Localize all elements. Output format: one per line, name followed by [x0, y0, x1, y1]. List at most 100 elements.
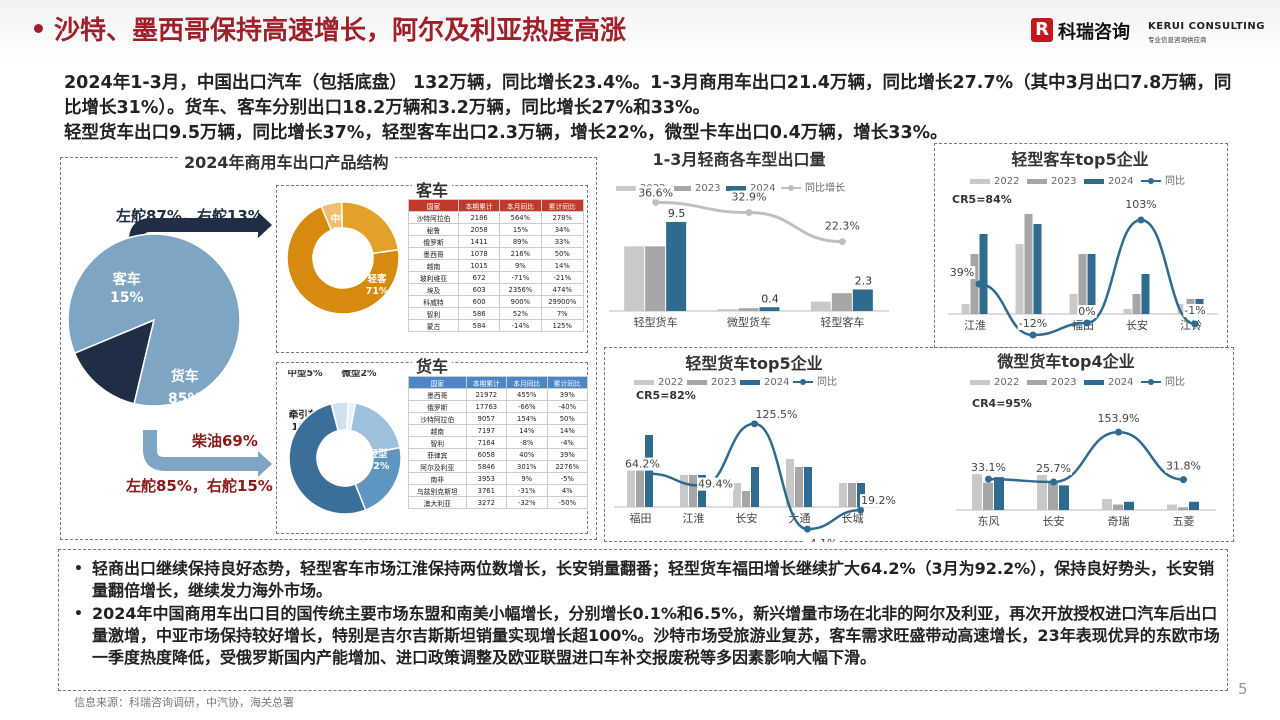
table-cell: 6058 — [465, 448, 508, 461]
bar — [759, 307, 780, 311]
growth-point — [1180, 476, 1187, 484]
table-cell: 2276% — [546, 460, 588, 473]
table-cell: 1015 — [457, 259, 501, 272]
table-cell: 278% — [540, 211, 585, 224]
table-header-cell: 累计同比 — [546, 376, 588, 389]
table-cell: 15% — [499, 223, 542, 236]
legend-label: 2022 — [994, 377, 1019, 388]
source-note: 信息来源：科瑞咨询调研，中汽协，海关总署 — [74, 696, 294, 709]
table-cell: 越南 — [408, 259, 459, 272]
table-row: 科威特 600 900% 29900% — [408, 295, 585, 308]
conclusion-panel — [58, 549, 1228, 691]
bar — [733, 483, 741, 507]
table-row: 蒙古 584 -14% 125% — [408, 319, 585, 332]
table-cell: 564% — [499, 211, 542, 224]
x-tick-label: 大通 — [789, 511, 811, 525]
legend-label: 2023 — [711, 377, 736, 388]
slice-label-line: 轻客 — [367, 273, 387, 285]
table-cell: 900% — [499, 295, 542, 308]
pie-slice — [340, 201, 400, 255]
pie-slice — [288, 402, 367, 515]
growth-label-bg — [1077, 305, 1097, 318]
bar — [1167, 504, 1177, 510]
bar — [680, 475, 688, 507]
growth-point — [1083, 319, 1091, 327]
growth-point — [1029, 331, 1037, 339]
legend-label: 2023 — [695, 183, 720, 194]
legend-marker — [788, 185, 794, 191]
bus-country-table: 国家 本期累计 本月同比 累计同比 沙特阿拉伯 2186 564% 278% 秘鲁 2058 15%… — [408, 199, 585, 332]
bus-slice-label: 客车 15% — [110, 271, 144, 307]
table-cell: 474% — [540, 283, 585, 296]
growth-label-bg — [823, 219, 861, 233]
pie-slice — [349, 402, 401, 454]
table-cell: 7197 — [465, 424, 508, 437]
summary-text: 2024年1-3月，中国出口汽车（包括底盘） 132万辆，同比增长23.4%。1… — [64, 71, 1234, 146]
growth-label: -12% — [1019, 317, 1047, 330]
logo-name: 科瑞咨询 — [1058, 22, 1130, 43]
bar — [1069, 294, 1078, 314]
table-row: 墨西哥 1078 216% 50% — [408, 247, 585, 260]
bar — [848, 483, 856, 507]
growth-label-bg — [697, 477, 734, 491]
growth-label-bg — [1035, 462, 1072, 476]
table-cell: 澳大利亚 — [408, 496, 467, 509]
table-cell: 菲律宾 — [408, 448, 467, 461]
bullet-text: 2024年中国商用车出口目的国传统主要市场东盟和南美小幅增长，分别增长0.1%和… — [92, 604, 1220, 667]
table-cell: 智利 — [408, 307, 459, 320]
slice-label-line: 轻型 — [368, 448, 388, 460]
table-cell: 1411 — [457, 235, 501, 248]
bar — [970, 254, 979, 314]
bar — [1033, 224, 1042, 314]
x-tick-label: 轻型客车 — [820, 315, 864, 329]
table-cell: -71% — [499, 271, 542, 284]
growth-label: 49.4% — [698, 478, 733, 491]
table-cell: 玻利维亚 — [408, 271, 459, 284]
bar — [1015, 244, 1024, 314]
growth-label: -4.1% — [806, 537, 838, 542]
bar — [1078, 254, 1087, 314]
x-tick-label: 微型货车 — [727, 315, 771, 329]
bar — [1178, 507, 1188, 510]
table-cell: 14% — [506, 424, 548, 437]
growth-point — [1137, 216, 1145, 224]
growth-point — [1050, 478, 1057, 486]
table-cell: 俄罗斯 — [408, 400, 467, 413]
growth-label: 125.5% — [756, 408, 798, 421]
bar — [831, 293, 852, 311]
table-row: 沙特阿拉伯 9057 154% 50% — [408, 412, 588, 425]
growth-point — [1115, 428, 1122, 436]
slice-label-line: 中型5% — [287, 370, 323, 379]
truck-arrow-head — [258, 451, 272, 477]
table-cell: 科威特 — [408, 295, 459, 308]
bus-steering-note: 左舵87%，右舵13% — [116, 207, 263, 225]
summary-line: 2024年1-3月，中国出口汽车（包括底盘） 132万辆，同比增长23.4%。1… — [64, 73, 1232, 118]
table-cell: 9% — [499, 259, 542, 272]
x-tick-label: 长安 — [1043, 514, 1065, 528]
growth-label: 32.9% — [732, 191, 767, 204]
table-cell: 39% — [546, 448, 588, 461]
table-cell: -31% — [506, 484, 548, 497]
header-bar — [0, 0, 1280, 60]
cr-note: CR5=84% — [952, 193, 1012, 206]
table-cell: 4% — [546, 484, 588, 497]
x-tick-label: 长城 — [842, 512, 864, 525]
growth-label-bg — [1165, 459, 1202, 473]
growth-label: 0% — [1078, 305, 1095, 318]
table-cell: 216% — [499, 247, 542, 260]
table-cell: 600 — [457, 295, 501, 308]
x-tick-label: 长安 — [736, 511, 758, 525]
pie-slice — [73, 318, 156, 405]
table-cell: 3272 — [465, 496, 508, 509]
table-cell: 3953 — [465, 472, 508, 485]
structure-title: 2024年商用车出口产品结构 — [178, 149, 395, 173]
table-cell: 21972 — [465, 388, 508, 401]
legend-swatch — [970, 179, 990, 184]
x-tick-label: 江淮 — [683, 512, 705, 525]
growth-point — [745, 209, 753, 217]
table-cell: 1078 — [457, 247, 501, 260]
growth-point — [804, 525, 811, 533]
table-cell: 34% — [540, 223, 585, 236]
table-cell: 89% — [499, 235, 542, 248]
